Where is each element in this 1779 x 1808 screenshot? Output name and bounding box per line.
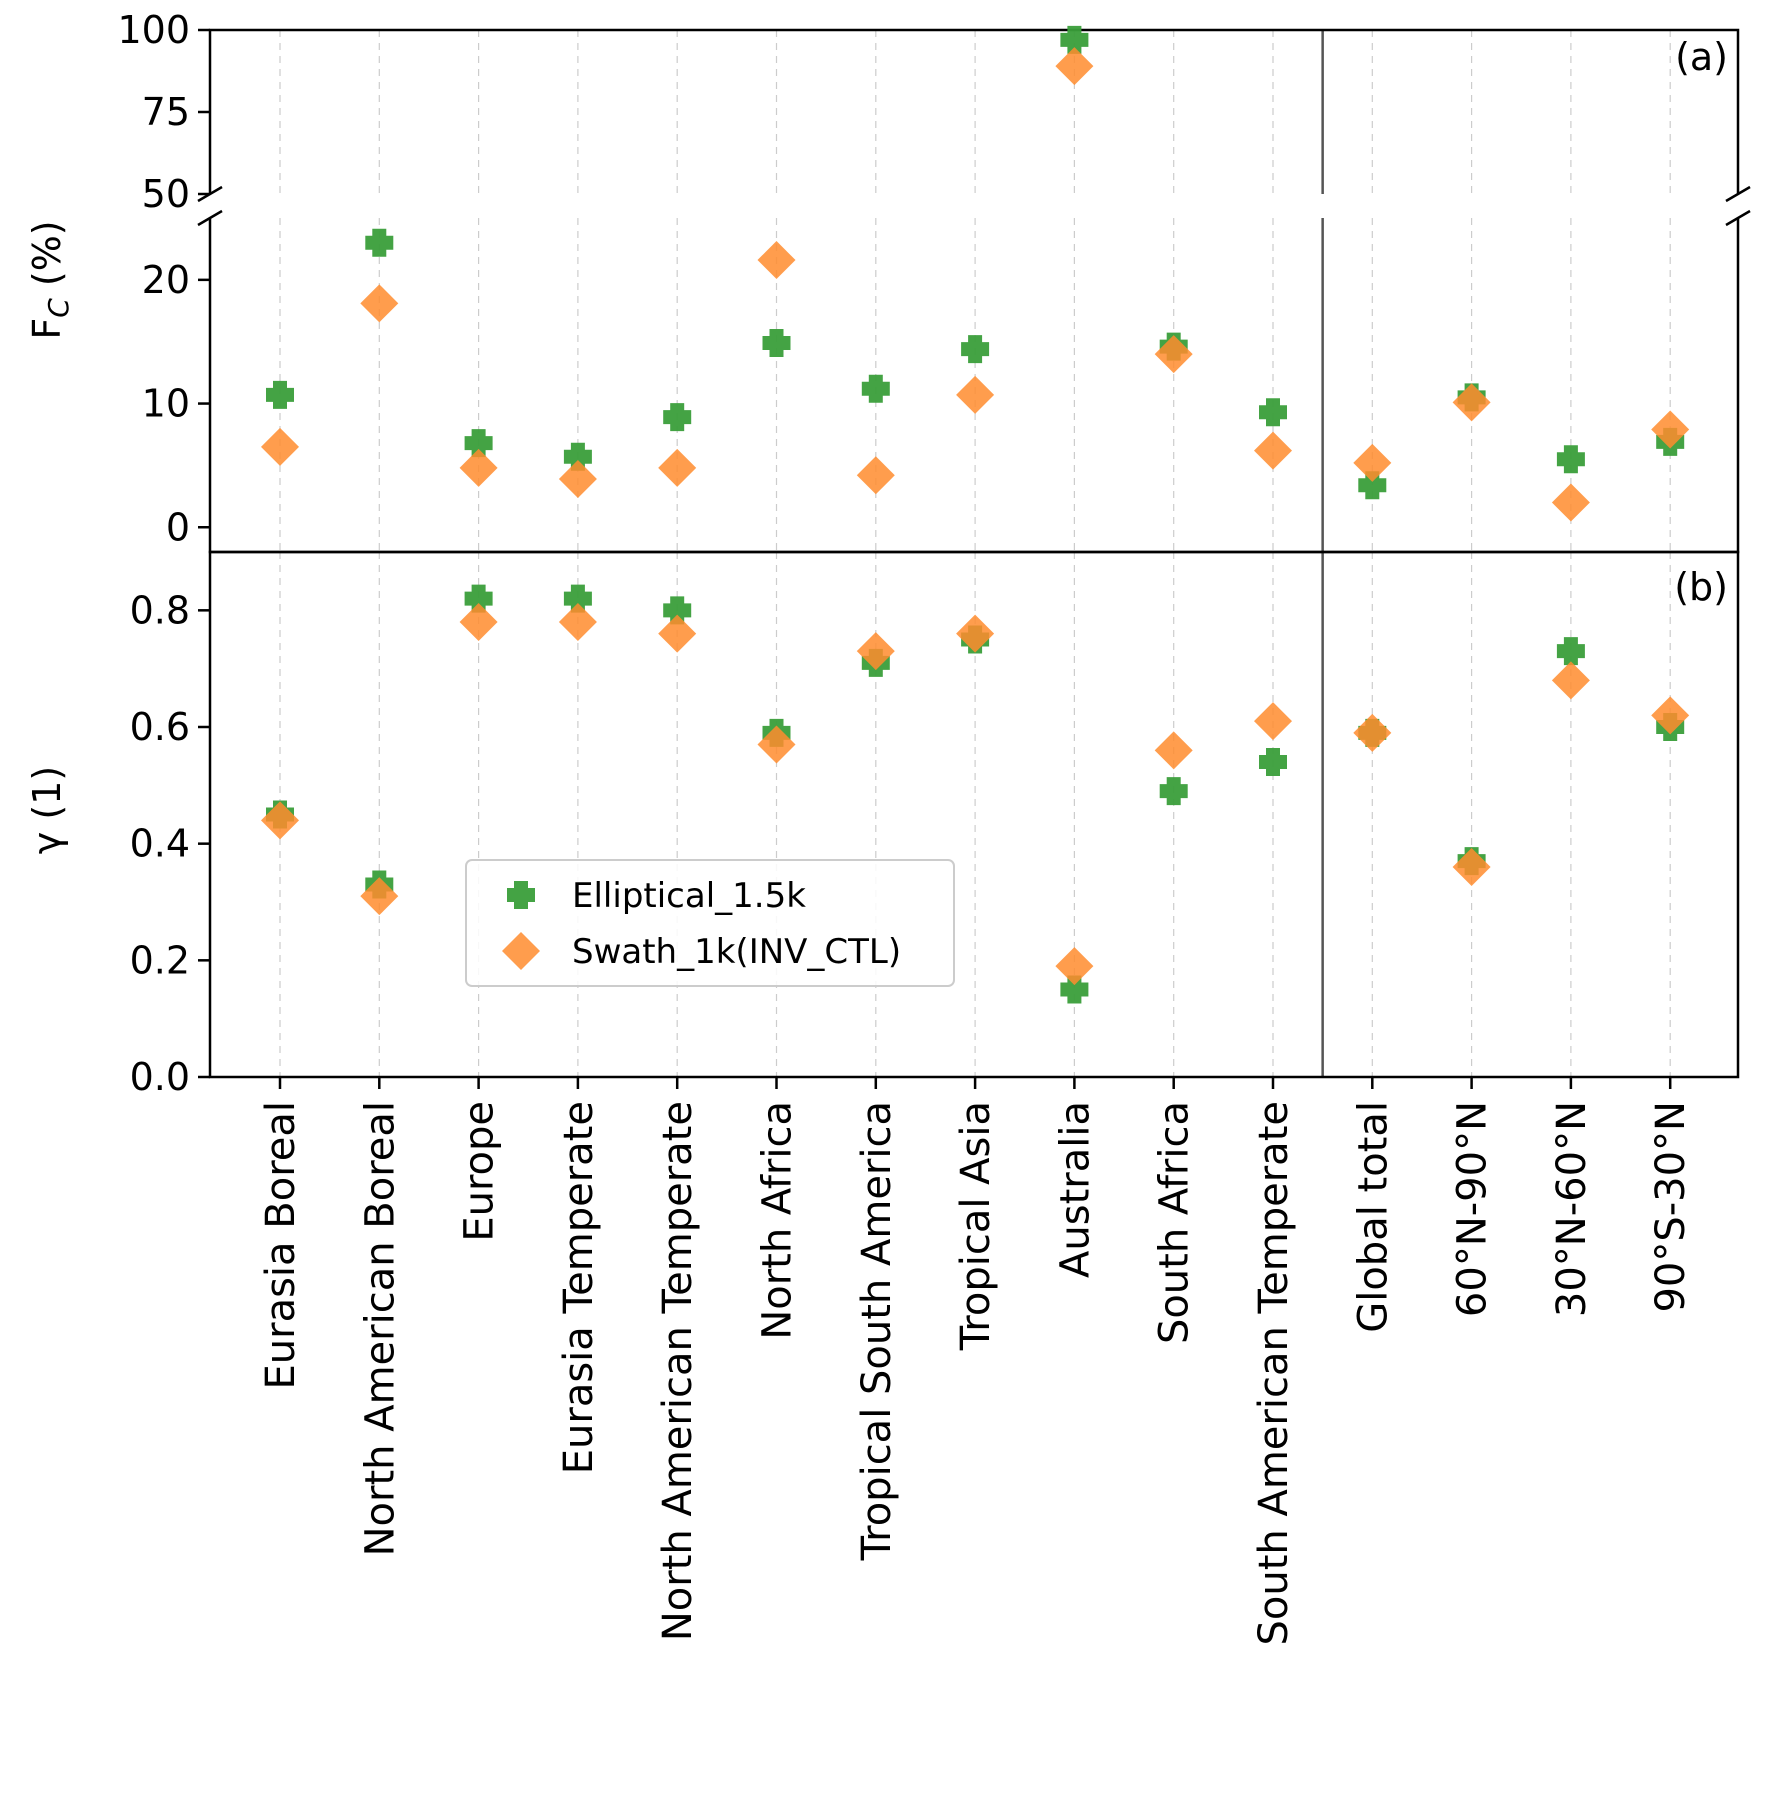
x-category-label: South Africa	[1152, 1101, 1198, 1344]
legend-marker-swath	[502, 932, 540, 970]
data-point-swath-b	[1154, 731, 1193, 770]
x-category-label: North American Boreal	[357, 1101, 403, 1556]
data-point-swath-a	[1055, 47, 1094, 86]
data-point-elliptical-a	[961, 335, 990, 364]
data-point-swath-a	[658, 448, 697, 487]
x-category-label: Eurasia Boreal	[258, 1101, 304, 1389]
data-point-elliptical-a	[464, 429, 493, 458]
data-point-swath-b	[956, 614, 995, 653]
data-point-swath-a	[757, 241, 796, 280]
panel-label-b: (b)	[1674, 565, 1728, 609]
y-axis-title-unit: (%)	[25, 220, 69, 298]
data-point-swath-b	[261, 801, 299, 840]
data-point-swath-b	[1651, 696, 1690, 735]
y-axis-title-a: FC (%)	[25, 220, 75, 339]
x-category-label: South American Temperate	[1251, 1101, 1297, 1646]
data-point-swath-a	[1452, 383, 1491, 422]
legend-label-swath: Swath_1k(INV_CTL)	[572, 932, 901, 972]
data-point-elliptical-a	[663, 403, 692, 432]
data-point-swath-b	[1452, 848, 1491, 886]
data-point-swath-a	[1353, 443, 1392, 482]
y-tick-label: 0	[166, 505, 190, 549]
data-point-elliptical-a	[762, 328, 791, 357]
x-category-label: Eurasia Temperate	[556, 1101, 602, 1474]
x-category-label: North Africa	[755, 1101, 801, 1340]
data-point-swath-a	[261, 427, 299, 466]
data-point-swath-b	[658, 614, 697, 653]
data-point-swath-b	[1055, 947, 1094, 986]
data-point-swath-b	[1551, 661, 1590, 700]
y-tick-label: 0.8	[130, 588, 190, 632]
data-point-elliptical-a	[1060, 25, 1089, 54]
data-point-swath-a	[1254, 431, 1292, 470]
y-axis-title-main: F	[25, 318, 69, 340]
axis-break-mark	[1725, 209, 1751, 227]
data-point-swath-a	[856, 456, 895, 495]
legend: Elliptical_1.5k Swath_1k(INV_CTL)	[465, 859, 955, 987]
data-point-swath-a	[1651, 410, 1690, 449]
x-category-label: 90°S-30°N	[1648, 1101, 1694, 1313]
data-point-swath-b	[1353, 713, 1392, 752]
data-point-swath-b	[558, 603, 597, 641]
x-category-label: 60°N-90°N	[1450, 1101, 1496, 1317]
axis-break-mark	[1725, 185, 1751, 203]
y-tick-label: 10	[142, 382, 190, 426]
y-tick-label: 0.2	[130, 938, 190, 982]
x-category-label: Europe	[457, 1101, 503, 1242]
axis-break-mark	[197, 209, 223, 227]
data-point-elliptical-a	[1259, 398, 1287, 427]
data-point-elliptical-b	[663, 596, 692, 625]
data-point-elliptical-b	[1259, 748, 1287, 776]
data-point-swath-a	[1551, 483, 1590, 522]
data-point-swath-b	[856, 632, 895, 671]
x-category-label: Australia	[1052, 1101, 1098, 1278]
y-tick-label: 75	[142, 90, 190, 134]
legend-marker-elliptical	[507, 881, 535, 909]
y-tick-label: 0.4	[130, 822, 190, 866]
y-tick-label: 50	[142, 172, 190, 216]
data-point-elliptical-a	[861, 374, 890, 403]
x-category-label: North American Temperate	[655, 1101, 701, 1641]
x-category-label: Tropical South America	[854, 1101, 900, 1561]
data-point-elliptical-a	[563, 442, 592, 471]
data-point-swath-a	[1154, 335, 1193, 374]
panel-a-upper-frame	[208, 28, 1740, 194]
data-point-elliptical-b	[1556, 637, 1585, 666]
data-point-swath-b	[360, 877, 399, 916]
y-axis-title-b: γ (1)	[25, 766, 69, 854]
data-point-elliptical-a	[266, 380, 294, 409]
x-category-label: Global total	[1350, 1101, 1396, 1333]
y-axis-title-subscript: C	[42, 298, 75, 318]
data-point-elliptical-b	[1159, 777, 1188, 806]
y-tick-label: 20	[142, 258, 190, 302]
data-point-swath-a	[459, 448, 498, 487]
data-point-elliptical-b	[563, 584, 592, 613]
legend-box	[465, 859, 955, 987]
legend-label-elliptical: Elliptical_1.5k	[572, 876, 806, 916]
y-tick-label: 0.6	[130, 705, 190, 749]
data-point-elliptical-a	[1556, 445, 1585, 474]
panel-label-a: (a)	[1675, 35, 1728, 79]
data-point-swath-b	[459, 603, 498, 641]
y-tick-label: 100	[117, 8, 190, 52]
data-point-swath-b	[1254, 702, 1292, 741]
x-category-label: Tropical Asia	[953, 1101, 999, 1351]
x-category-label: 30°N-60°N	[1549, 1101, 1595, 1317]
data-point-elliptical-b	[464, 584, 493, 613]
data-point-swath-b	[757, 725, 796, 764]
data-point-elliptical-a	[1358, 471, 1387, 500]
data-point-swath-a	[558, 460, 597, 499]
y-tick-label: 0.0	[130, 1055, 190, 1099]
data-point-elliptical-a	[365, 228, 394, 257]
data-point-elliptical-b	[1060, 975, 1089, 1004]
data-point-swath-a	[956, 375, 995, 414]
data-point-swath-a	[360, 284, 399, 323]
